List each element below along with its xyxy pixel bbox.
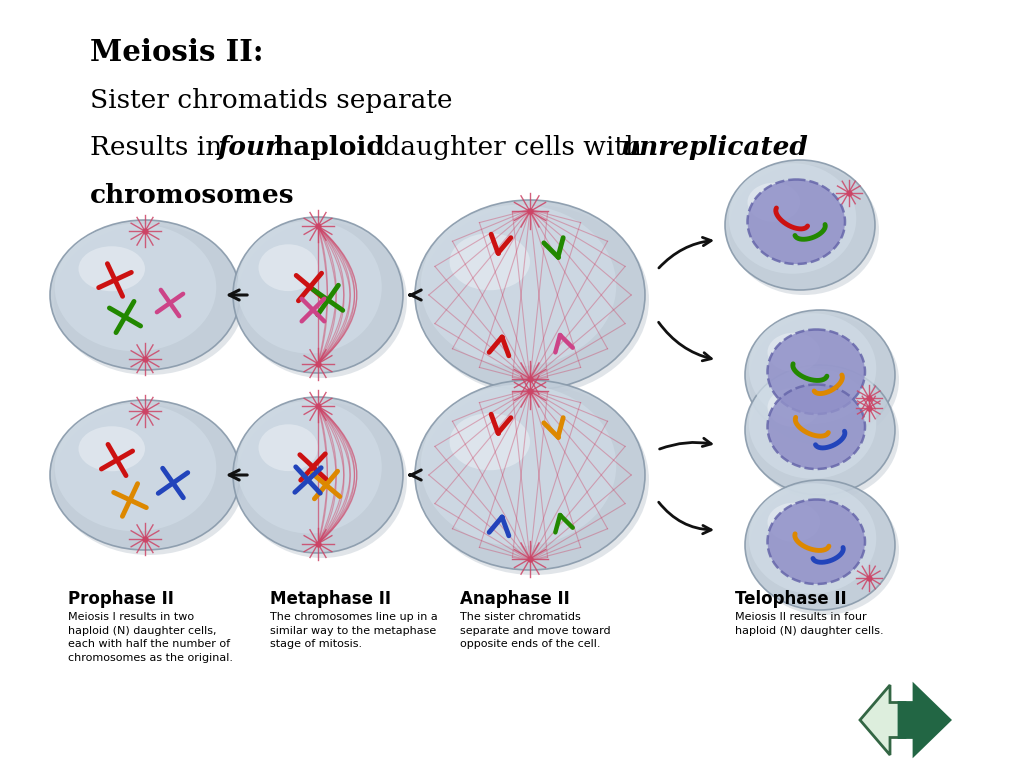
Text: Metaphase II: Metaphase II <box>270 590 391 608</box>
Ellipse shape <box>415 200 645 390</box>
Ellipse shape <box>79 426 145 472</box>
Ellipse shape <box>768 333 820 372</box>
Ellipse shape <box>258 424 318 471</box>
Ellipse shape <box>450 233 530 290</box>
Ellipse shape <box>768 385 865 469</box>
Ellipse shape <box>54 223 216 351</box>
Text: four: four <box>218 135 280 160</box>
Ellipse shape <box>745 480 895 610</box>
Ellipse shape <box>54 404 216 531</box>
Ellipse shape <box>238 221 382 353</box>
Ellipse shape <box>729 164 856 273</box>
Ellipse shape <box>729 165 879 295</box>
Ellipse shape <box>768 388 820 427</box>
Text: The sister chromatids
separate and move toward
opposite ends of the cell.: The sister chromatids separate and move … <box>460 612 610 649</box>
Ellipse shape <box>419 385 649 575</box>
Ellipse shape <box>50 220 240 370</box>
Polygon shape <box>860 685 905 755</box>
Ellipse shape <box>768 499 865 584</box>
Text: Meiosis II:: Meiosis II: <box>90 38 263 67</box>
Ellipse shape <box>725 160 874 290</box>
Ellipse shape <box>233 397 403 553</box>
Ellipse shape <box>54 225 244 375</box>
Ellipse shape <box>258 244 318 291</box>
Ellipse shape <box>237 222 407 378</box>
Ellipse shape <box>749 485 899 615</box>
Ellipse shape <box>79 247 145 291</box>
Ellipse shape <box>421 385 616 546</box>
Text: haploid: haploid <box>265 135 385 160</box>
Polygon shape <box>899 685 950 755</box>
Ellipse shape <box>749 313 877 424</box>
Text: chromosomes: chromosomes <box>90 183 295 208</box>
Ellipse shape <box>748 183 800 222</box>
Ellipse shape <box>749 315 899 445</box>
Ellipse shape <box>238 401 382 534</box>
Ellipse shape <box>768 329 865 414</box>
Ellipse shape <box>745 365 895 495</box>
Ellipse shape <box>415 380 645 570</box>
Text: Telophase II: Telophase II <box>735 590 847 608</box>
Text: Results in: Results in <box>90 135 230 160</box>
Text: Meiosis II results in four
haploid (N) daughter cells.: Meiosis II results in four haploid (N) d… <box>735 612 884 636</box>
Ellipse shape <box>237 402 407 558</box>
Ellipse shape <box>421 205 616 366</box>
Ellipse shape <box>749 368 877 478</box>
Text: Meiosis I results in two
haploid (N) daughter cells,
each with half the number o: Meiosis I results in two haploid (N) dau… <box>68 612 233 663</box>
Text: unreplicated: unreplicated <box>620 135 808 160</box>
Ellipse shape <box>54 405 244 555</box>
Ellipse shape <box>419 205 649 395</box>
Ellipse shape <box>745 310 895 440</box>
Ellipse shape <box>749 370 899 500</box>
Text: The chromosomes line up in a
similar way to the metaphase
stage of mitosis.: The chromosomes line up in a similar way… <box>270 612 437 649</box>
Ellipse shape <box>748 180 845 264</box>
Ellipse shape <box>50 400 240 550</box>
Text: Anaphase II: Anaphase II <box>460 590 569 608</box>
Text: Sister chromatids separate: Sister chromatids separate <box>90 88 453 113</box>
Ellipse shape <box>768 503 820 541</box>
Ellipse shape <box>749 483 877 594</box>
Ellipse shape <box>233 217 403 373</box>
Ellipse shape <box>450 413 530 470</box>
Text: Prophase II: Prophase II <box>68 590 174 608</box>
Text: daughter cells with: daughter cells with <box>375 135 650 160</box>
